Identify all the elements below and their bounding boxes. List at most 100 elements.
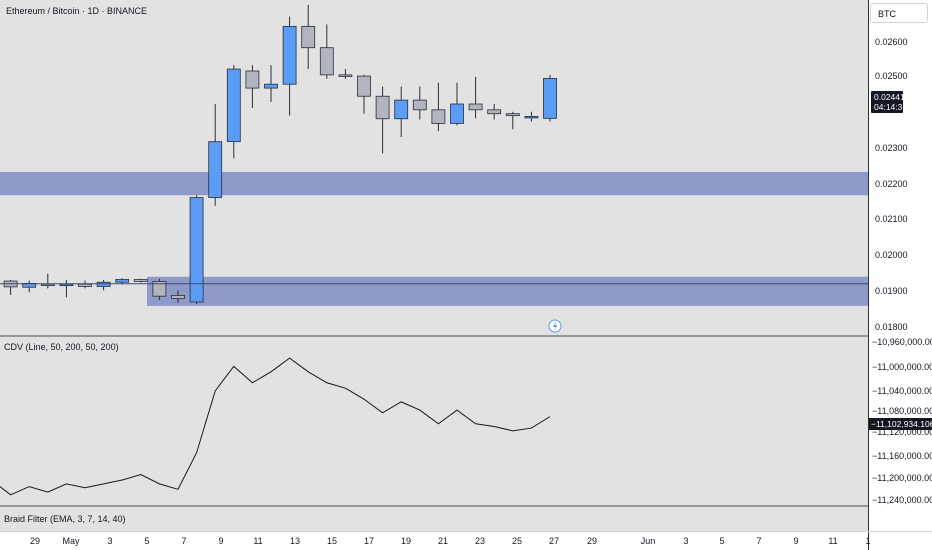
price-zone[interactable]: [147, 276, 868, 306]
cdv-tick: −10,960,000.00000: [872, 337, 932, 347]
cdv-current-badge: [869, 418, 932, 430]
candle: [171, 290, 185, 303]
cdv-line: [0, 357, 551, 496]
time-tick: 29: [30, 536, 40, 546]
candle: [338, 69, 353, 79]
price-tick: 0.01800: [875, 322, 908, 332]
candle: [468, 76, 483, 119]
candle-body: [357, 75, 371, 97]
braid-title[interactable]: Braid Filter (EMA, 3, 7, 14, 40): [4, 514, 126, 524]
candle: [543, 74, 557, 122]
candle-body: [375, 95, 390, 120]
time-tick: May: [62, 536, 80, 546]
price-tick: 0.02500: [875, 71, 908, 81]
candle: [226, 65, 241, 159]
time-tick: 1: [865, 536, 870, 546]
time-tick: 9: [793, 536, 798, 546]
candle: [96, 279, 111, 291]
symbol-title[interactable]: Ethereum / Bitcoin · 1D · BINANCE: [6, 6, 147, 16]
time-tick: 25: [512, 536, 522, 546]
candle: [208, 104, 223, 206]
candle-body: [189, 197, 204, 303]
candle: [189, 195, 204, 304]
candle: [505, 111, 520, 130]
price-tick: 0.02300: [875, 143, 908, 153]
candle-body: [412, 99, 427, 111]
candle-body: [245, 70, 260, 89]
time-tick: 3: [683, 536, 688, 546]
candle-body: [431, 109, 446, 124]
cdv-tick: −11,120,000.00000: [872, 427, 932, 437]
cdv-tick: −11,040,000.00000: [872, 386, 932, 396]
candle: [319, 24, 334, 79]
time-tick: 21: [438, 536, 448, 546]
time-tick: 7: [756, 536, 761, 546]
time-tick: 9: [218, 536, 223, 546]
cdv-tick: −11,080,000.00000: [872, 406, 932, 416]
cdv-tick: −11,000,000.00000: [872, 362, 932, 372]
candle-body: [59, 283, 74, 287]
candle-body: [450, 103, 464, 124]
price-tick: 0.02200: [875, 179, 908, 189]
candle-body: [133, 279, 148, 282]
time-tick: 13: [290, 536, 300, 546]
candle-body: [524, 116, 539, 119]
candle: [301, 5, 316, 70]
time-tick: 15: [327, 536, 337, 546]
price-tick: 0.01900: [875, 286, 908, 296]
candle-body: [468, 103, 483, 111]
candle-body: [487, 109, 502, 115]
candle-body: [226, 68, 241, 143]
candle-body: [394, 99, 409, 120]
candle-body: [282, 25, 297, 85]
candle-body: [115, 279, 130, 283]
candle: [394, 86, 409, 137]
candle-body: [264, 83, 278, 89]
bar-countdown: 04:14:31: [874, 102, 907, 112]
current-price-badge: [871, 91, 903, 113]
candle: [245, 65, 260, 108]
cdv-current-value: −11,102,934.10600: [871, 419, 932, 429]
candle-body: [319, 47, 334, 76]
time-tick: 11: [828, 536, 837, 546]
current-price: 0.02441: [874, 92, 905, 102]
candle: [431, 82, 446, 132]
candle: [282, 16, 297, 116]
candle: [133, 278, 148, 283]
candle: [357, 74, 371, 114]
candle-body: [40, 283, 55, 287]
price-tick: 0.02000: [875, 250, 908, 260]
candle-body: [338, 74, 353, 77]
time-tick: 29: [587, 536, 597, 546]
time-tick: Jun: [641, 536, 656, 546]
lightning-icon[interactable]: [548, 319, 562, 333]
currency-button[interactable]: BTC: [870, 3, 928, 23]
time-tick: 5: [144, 536, 149, 546]
price-zone[interactable]: [0, 171, 868, 196]
candle: [264, 65, 278, 103]
time-tick: 7: [181, 536, 186, 546]
candle: [450, 82, 464, 126]
time-tick: 3: [107, 536, 112, 546]
candle-body: [208, 141, 223, 198]
candle: [412, 86, 427, 120]
time-tick: 5: [719, 536, 724, 546]
price-axis[interactable]: 0.02600 0.02500 0.02300 0.02200 0.02100 …: [871, 37, 908, 332]
price-tick: 0.02100: [875, 214, 908, 224]
candle-body: [96, 281, 111, 287]
candle-body: [543, 77, 557, 119]
cdv-tick: −11,240,000.00000: [872, 495, 932, 505]
cdv-tick: −11,160,000.00000: [872, 451, 932, 461]
time-axis[interactable]: 29 May 3 5 7 9 11 13 15 17 19 21 23 25 27 29 Jun 3 5 7 9 11 1: [30, 536, 871, 546]
cdv-title[interactable]: CDV (Line, 50, 200, 50, 200): [4, 342, 119, 352]
cdv-axis[interactable]: −10,960,000.00000 −11,000,000.00000 −11,…: [869, 337, 932, 505]
time-tick: 19: [401, 536, 411, 546]
candle: [524, 111, 539, 122]
cdv-tick: −11,200,000.00000: [872, 473, 932, 483]
candle-body: [171, 294, 185, 299]
candle-body: [152, 281, 167, 297]
candle: [487, 104, 502, 120]
candlestick-series: [3, 5, 557, 304]
candle: [152, 278, 167, 301]
